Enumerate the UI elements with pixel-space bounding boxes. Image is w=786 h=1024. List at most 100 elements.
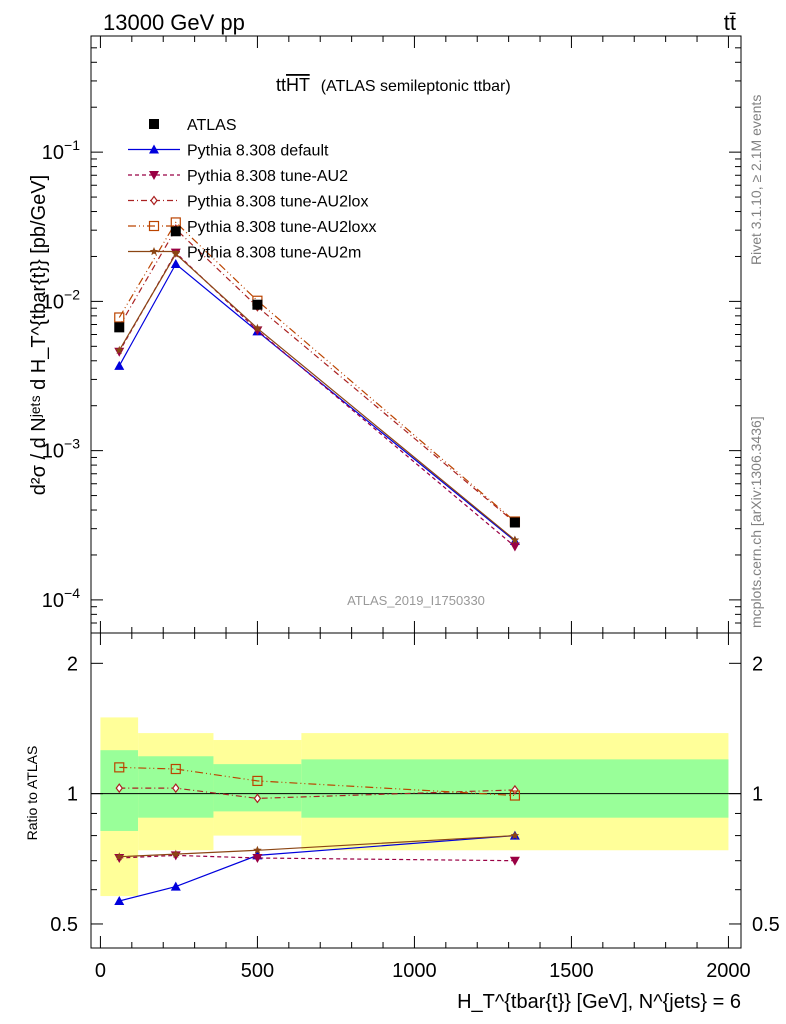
ratio-series-point bbox=[115, 783, 124, 794]
series-point bbox=[252, 326, 263, 336]
legend-label: Pythia 8.308 tune-AU2loxx bbox=[187, 219, 376, 236]
series-point bbox=[114, 312, 125, 323]
series-line bbox=[118, 228, 516, 523]
x-tick-label: 0 bbox=[95, 960, 106, 982]
series-point bbox=[510, 535, 520, 544]
ratio-band-inner bbox=[213, 764, 302, 812]
x-tick-label: 2000 bbox=[706, 960, 751, 982]
main-y-axis-label: d²σ / d Nʲᵉᵗˢ d H_T^{tbar{t}} [pb/GeV] bbox=[28, 175, 50, 495]
y-tick-label: 10−2 bbox=[42, 286, 80, 313]
y-tick-label: 10−1 bbox=[42, 137, 80, 164]
ratio-series-point bbox=[252, 775, 263, 787]
y-tick-label-exponent: −2 bbox=[64, 286, 80, 302]
legend-label: Pythia 8.308 tune-AU2m bbox=[187, 245, 361, 262]
atlas-data-point bbox=[170, 226, 181, 237]
ratio-series-point bbox=[170, 881, 181, 891]
x-axis-label: H_T^{tbar{t}} [GeV], N^{jets} = 6 bbox=[457, 991, 741, 1013]
y-tick-label-base: 10 bbox=[42, 590, 64, 612]
ratio-series-point bbox=[509, 790, 521, 801]
ratio-series-point bbox=[252, 854, 263, 864]
x-tick-label: 1500 bbox=[549, 960, 594, 982]
ratio-series-point bbox=[509, 856, 520, 866]
series-point bbox=[509, 542, 520, 552]
ratio-y-tick-label-right: 0.5 bbox=[752, 914, 780, 936]
legend-item: Pythia 8.308 tune-AU2loxx bbox=[128, 219, 376, 236]
ratio-frame bbox=[90, 632, 742, 949]
legend-marker bbox=[149, 171, 159, 180]
series-line bbox=[118, 221, 516, 522]
ratio-uncertainty-bands bbox=[91, 717, 741, 897]
rivet-label: Rivet 3.1.10, ≥ 2.1M events bbox=[748, 95, 764, 265]
legend-label: Pythia 8.308 tune-AU2lox bbox=[187, 194, 368, 211]
y-tick-label: 10−3 bbox=[42, 436, 80, 463]
ratio-series-point bbox=[510, 831, 520, 840]
plot-title: ttHT (ATLAS semileptonic ttbar) bbox=[276, 75, 511, 95]
ratio-series-line bbox=[119, 787, 515, 800]
legend-marker bbox=[149, 119, 159, 129]
y-tick-label-base: 10 bbox=[42, 291, 64, 313]
y-tick-label-exponent: −1 bbox=[64, 137, 80, 153]
legend-marker bbox=[150, 195, 158, 206]
ratio-series-point bbox=[114, 895, 125, 905]
series-point bbox=[253, 323, 262, 332]
y-tick-label-base: 10 bbox=[42, 441, 64, 463]
ratio-y-tick-label-right: 2 bbox=[752, 653, 763, 675]
plot-title-sub: (ATLAS semileptonic ttbar) bbox=[321, 78, 511, 95]
mcplots-label: mcplots.cern.ch [arXiv:1306.3436] bbox=[748, 416, 764, 628]
main-marks bbox=[114, 217, 521, 552]
legend: ATLAS Pythia 8.308 default Pythia 8.308 tu… bbox=[128, 117, 376, 262]
main-panel: 10−110−210−310−4 ttHT (ATLAS semileptoni… bbox=[28, 35, 742, 634]
legend-item: Pythia 8.308 default bbox=[128, 143, 329, 160]
ratio-y-tick-label-left: 2 bbox=[67, 653, 78, 675]
legend-label: Pythia 8.308 default bbox=[187, 143, 329, 160]
legend-marker bbox=[149, 144, 159, 154]
main-x-ticks bbox=[99, 36, 729, 633]
series-point bbox=[171, 249, 181, 258]
ratio-series-point bbox=[114, 762, 125, 773]
ratio-series-line bbox=[119, 835, 515, 902]
ratio-y-tick-label-left: 0.5 bbox=[50, 914, 78, 936]
ratio-y-axis-label: Ratio to ATLAS bbox=[24, 746, 40, 841]
x-tick-label: 500 bbox=[241, 960, 274, 982]
ratio-y-tick-label-right: 1 bbox=[752, 784, 763, 806]
series-line bbox=[118, 251, 516, 547]
plot-title-main: tt bbox=[276, 75, 286, 95]
ratio-y-ticks: 2 2 1 1 0.5 0.5 bbox=[50, 653, 780, 936]
legend-item: Pythia 8.308 tune-AU2lox bbox=[128, 194, 368, 211]
series-line bbox=[118, 263, 516, 542]
legend-item: Pythia 8.308 tune-AU2 bbox=[128, 168, 348, 185]
analysis-watermark: ATLAS_2019_I1750330 bbox=[347, 593, 485, 608]
atlas-data-point bbox=[509, 517, 520, 528]
ratio-y-tick-label-left: 1 bbox=[67, 784, 78, 806]
legend-marker bbox=[148, 220, 160, 232]
legend-marker bbox=[149, 247, 159, 256]
series-point bbox=[114, 360, 125, 370]
ratio-marks bbox=[114, 762, 521, 905]
ratio-x-ticks: 0 500 1000 1500 2000 bbox=[95, 633, 751, 982]
ratio-series-point bbox=[172, 783, 180, 794]
y-tick-label-exponent: −3 bbox=[64, 436, 80, 452]
main-y-axis-label-text: d²σ / d Nʲᵉᵗˢ d H_T^{tbar{t}} [pb/GeV] bbox=[28, 175, 50, 495]
ratio-series-point bbox=[511, 784, 519, 795]
atlas-data-point bbox=[252, 299, 263, 310]
legend-label: Pythia 8.308 tune-AU2 bbox=[187, 168, 348, 185]
energy-label: 13000 GeV pp bbox=[103, 10, 245, 35]
atlas-data-point bbox=[114, 322, 125, 333]
ratio-series-point bbox=[171, 849, 181, 858]
series-point bbox=[115, 345, 124, 354]
ratio-panel: 2 2 1 1 0.5 0.5 0 500 1000 1500 2000 Ratio to ATL… bbox=[24, 632, 780, 1013]
x-tick-label: 1000 bbox=[392, 960, 437, 982]
ratio-series-point bbox=[170, 763, 181, 775]
ratio-series-point bbox=[253, 793, 262, 804]
main-y-ticks: 10−110−210−310−4 bbox=[42, 47, 741, 634]
ratio-series-point bbox=[115, 852, 124, 861]
series-point bbox=[170, 259, 181, 269]
ratio-series-line bbox=[119, 766, 515, 797]
ratio-series-line bbox=[119, 854, 515, 862]
ratio-series-point bbox=[253, 845, 262, 854]
legend-item: Pythia 8.308 tune-AU2m bbox=[128, 245, 361, 262]
series-line bbox=[118, 252, 516, 541]
process-label: tt̄ bbox=[724, 10, 736, 35]
legend-label: ATLAS bbox=[187, 117, 237, 134]
